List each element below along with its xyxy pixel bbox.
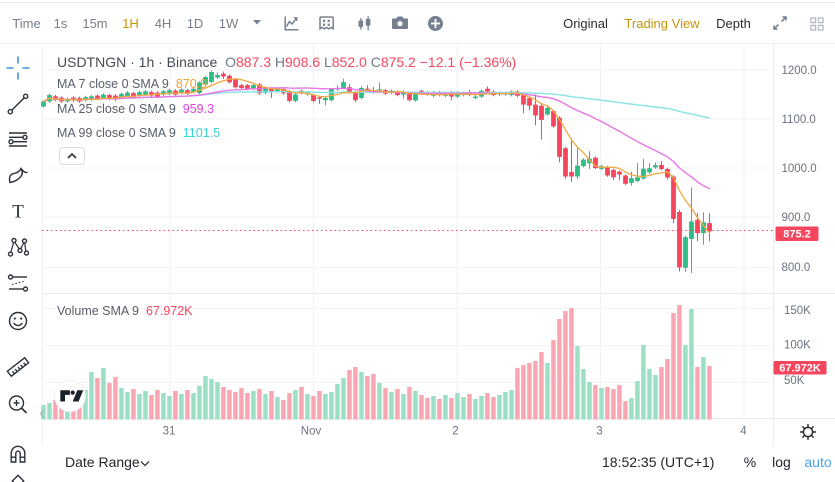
svg-text:1200.0: 1200.0 xyxy=(782,65,817,77)
svg-text:3: 3 xyxy=(596,426,602,438)
svg-text:1000.0: 1000.0 xyxy=(782,163,817,175)
svg-text:150K: 150K xyxy=(784,305,811,317)
svg-text:31: 31 xyxy=(163,426,176,438)
svg-text:50K: 50K xyxy=(784,375,805,387)
svg-text:875.2: 875.2 xyxy=(783,229,811,241)
svg-text:1100.0: 1100.0 xyxy=(782,114,816,126)
svg-text:T: T xyxy=(12,202,24,223)
svg-text:Nov: Nov xyxy=(301,426,322,438)
svg-text:67.972K: 67.972K xyxy=(779,363,821,375)
svg-text:100K: 100K xyxy=(784,339,811,351)
svg-text:4: 4 xyxy=(740,426,747,438)
svg-text:2: 2 xyxy=(452,426,458,438)
svg-text:800.0: 800.0 xyxy=(782,262,811,274)
svg-text:900.0: 900.0 xyxy=(782,212,811,224)
